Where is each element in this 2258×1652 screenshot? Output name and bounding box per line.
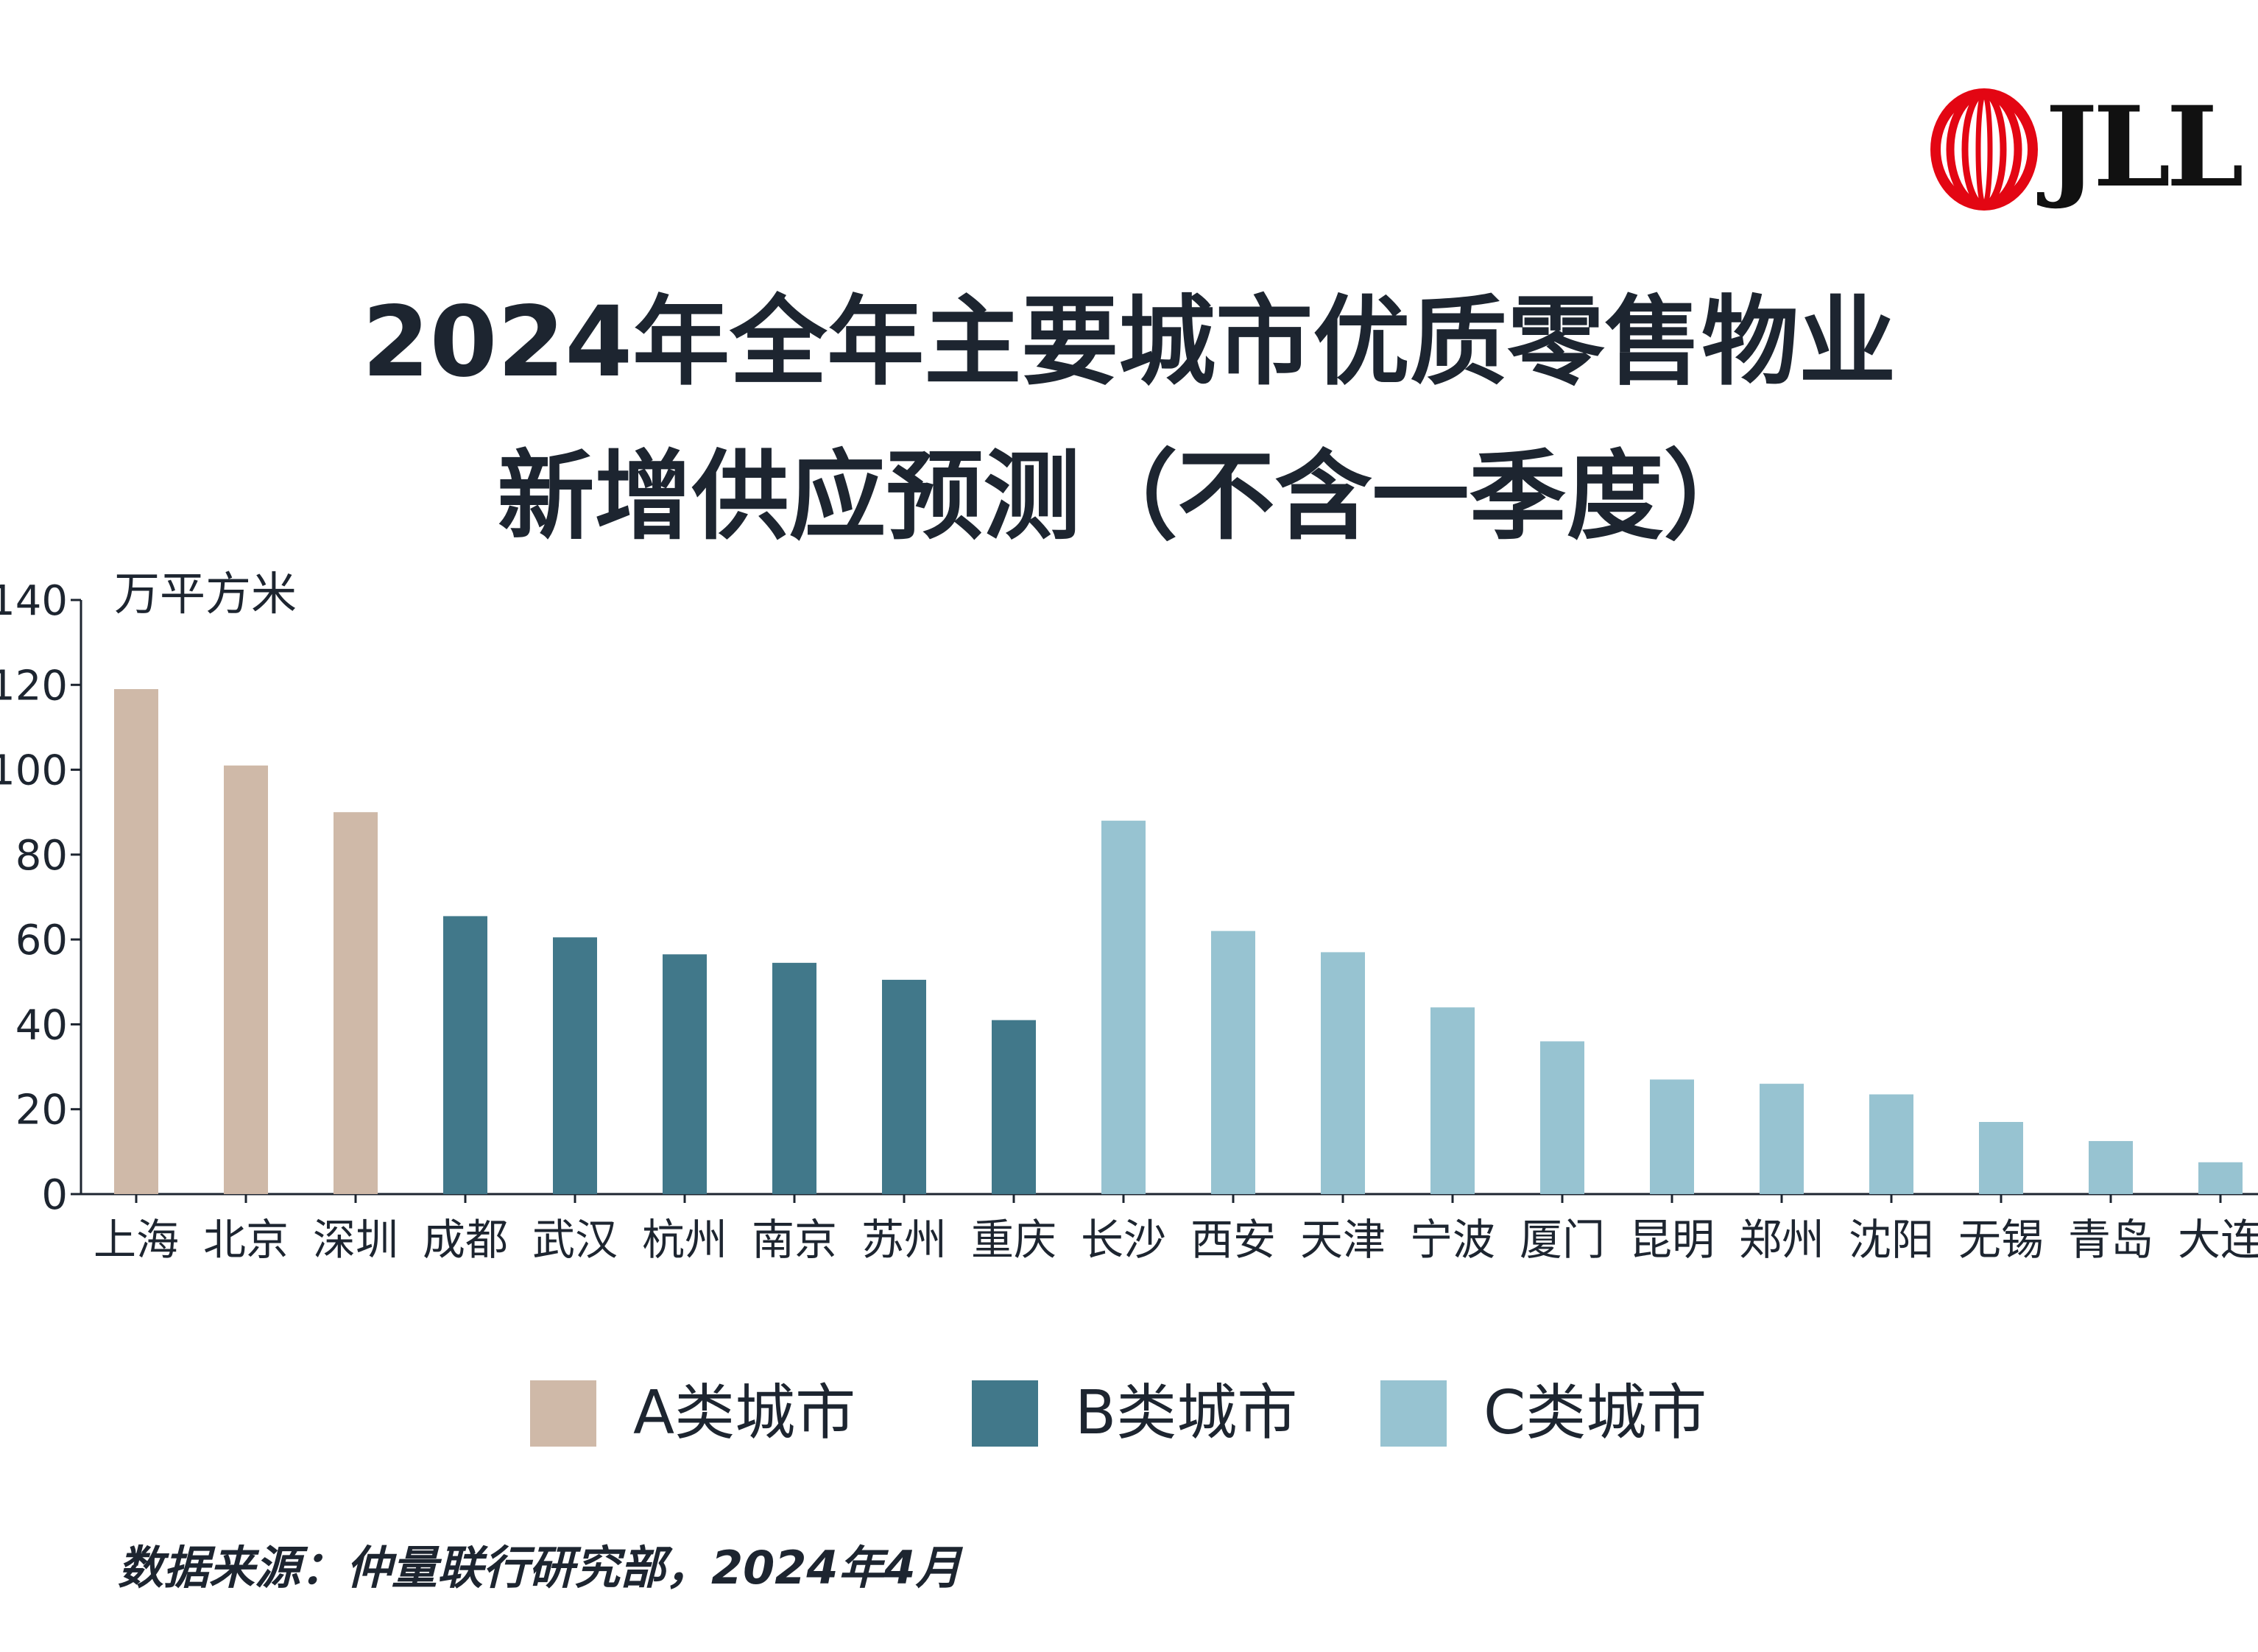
- bar: [1979, 1122, 2023, 1194]
- bar: [443, 916, 487, 1194]
- x-tick-label: 武汉: [532, 1215, 618, 1265]
- bar: [224, 765, 268, 1194]
- x-tick-label: 重庆: [971, 1215, 1056, 1265]
- bar: [1760, 1084, 1804, 1194]
- y-tick-label: 40: [15, 1001, 68, 1049]
- bar: [882, 979, 926, 1194]
- x-tick-label: 南京: [752, 1215, 837, 1265]
- legend-label-c: C类城市: [1483, 1378, 1707, 1448]
- x-tick-label: 无锡: [1958, 1215, 2044, 1265]
- y-tick-label: 140: [0, 577, 68, 625]
- bar: [1869, 1094, 1913, 1194]
- bar: [1650, 1079, 1694, 1194]
- bar: [772, 962, 816, 1194]
- bar: [1430, 1007, 1475, 1194]
- x-tick-label: 天津: [1300, 1215, 1386, 1265]
- x-axis: 上海 北京 深圳 成都 武汉 杭州 南京 苏州 重庆 长沙 西安 天津 宁波 厦门 昆明 郑州 沈阳 无锡 青岛 大连: [81, 1193, 2258, 1265]
- y-axis: 0 20 40 60 80 100 120 140: [0, 577, 82, 1219]
- bar: [1101, 820, 1146, 1194]
- legend-label-a: A类城市: [633, 1378, 856, 1448]
- x-tick-label: 上海: [94, 1215, 179, 1265]
- bar: [553, 937, 597, 1194]
- jll-logo-mark: [1930, 88, 2038, 211]
- y-tick-label: 20: [15, 1087, 68, 1134]
- jll-logo-wordmark: JLL: [2045, 82, 2244, 212]
- bar: [114, 689, 158, 1194]
- bar: [334, 812, 378, 1194]
- x-tick-label: 杭州: [642, 1215, 727, 1265]
- x-tick-label: 成都: [423, 1215, 508, 1265]
- x-tick-label: 郑州: [1739, 1215, 1824, 1265]
- x-tick-label: 深圳: [313, 1215, 398, 1265]
- legend-swatch-b: [972, 1380, 1038, 1447]
- x-tick-label: 沈阳: [1849, 1215, 1934, 1265]
- x-tick-label: 苏州: [861, 1215, 947, 1265]
- x-tick-label: 大连: [2178, 1215, 2258, 1265]
- chart-title-line-2: 新增供应预测（不含一季度）: [497, 440, 1761, 554]
- x-tick-label: 青岛: [2068, 1215, 2153, 1265]
- bar: [1321, 952, 1365, 1194]
- y-tick-label: 120: [0, 662, 68, 710]
- y-tick-label: 0: [41, 1171, 68, 1219]
- y-tick-label: 80: [15, 832, 68, 880]
- x-tick-label: 北京: [203, 1215, 289, 1265]
- x-tick-label: 昆明: [1629, 1215, 1715, 1265]
- y-tick-label: 100: [0, 747, 68, 795]
- bar: [1540, 1041, 1584, 1194]
- x-tick-label: 宁波: [1410, 1215, 1495, 1265]
- bar-chart: 0 20 40 60 80 100 120 140 上海 北京 深圳 成都 武汉 杭州 南京 苏州 重庆 长沙西…: [0, 567, 2258, 1265]
- source-note: 数据来源：仲量联行研究部，2024年4月: [118, 1541, 962, 1595]
- y-tick-label: 60: [15, 917, 68, 964]
- legend-swatch-c: [1380, 1380, 1447, 1447]
- legend: A类城市 B类城市 C类城市: [0, 1377, 2258, 1450]
- bars: [114, 689, 2243, 1194]
- chart-title-line-1: 2024年全年主要城市优质零售物业: [361, 286, 1897, 399]
- legend-label-b: B类城市: [1075, 1378, 1298, 1448]
- y-axis-label: 万平方米: [114, 567, 297, 621]
- bar: [1211, 931, 1255, 1194]
- x-tick-label: 厦门: [1520, 1215, 1605, 1265]
- bar: [663, 954, 707, 1194]
- x-tick-label: 长沙: [1081, 1215, 1166, 1265]
- bar: [992, 1020, 1036, 1194]
- x-tick-label: 西安: [1190, 1215, 1276, 1265]
- bar: [2198, 1162, 2243, 1194]
- legend-swatch-a: [530, 1380, 596, 1447]
- bar: [2089, 1140, 2133, 1194]
